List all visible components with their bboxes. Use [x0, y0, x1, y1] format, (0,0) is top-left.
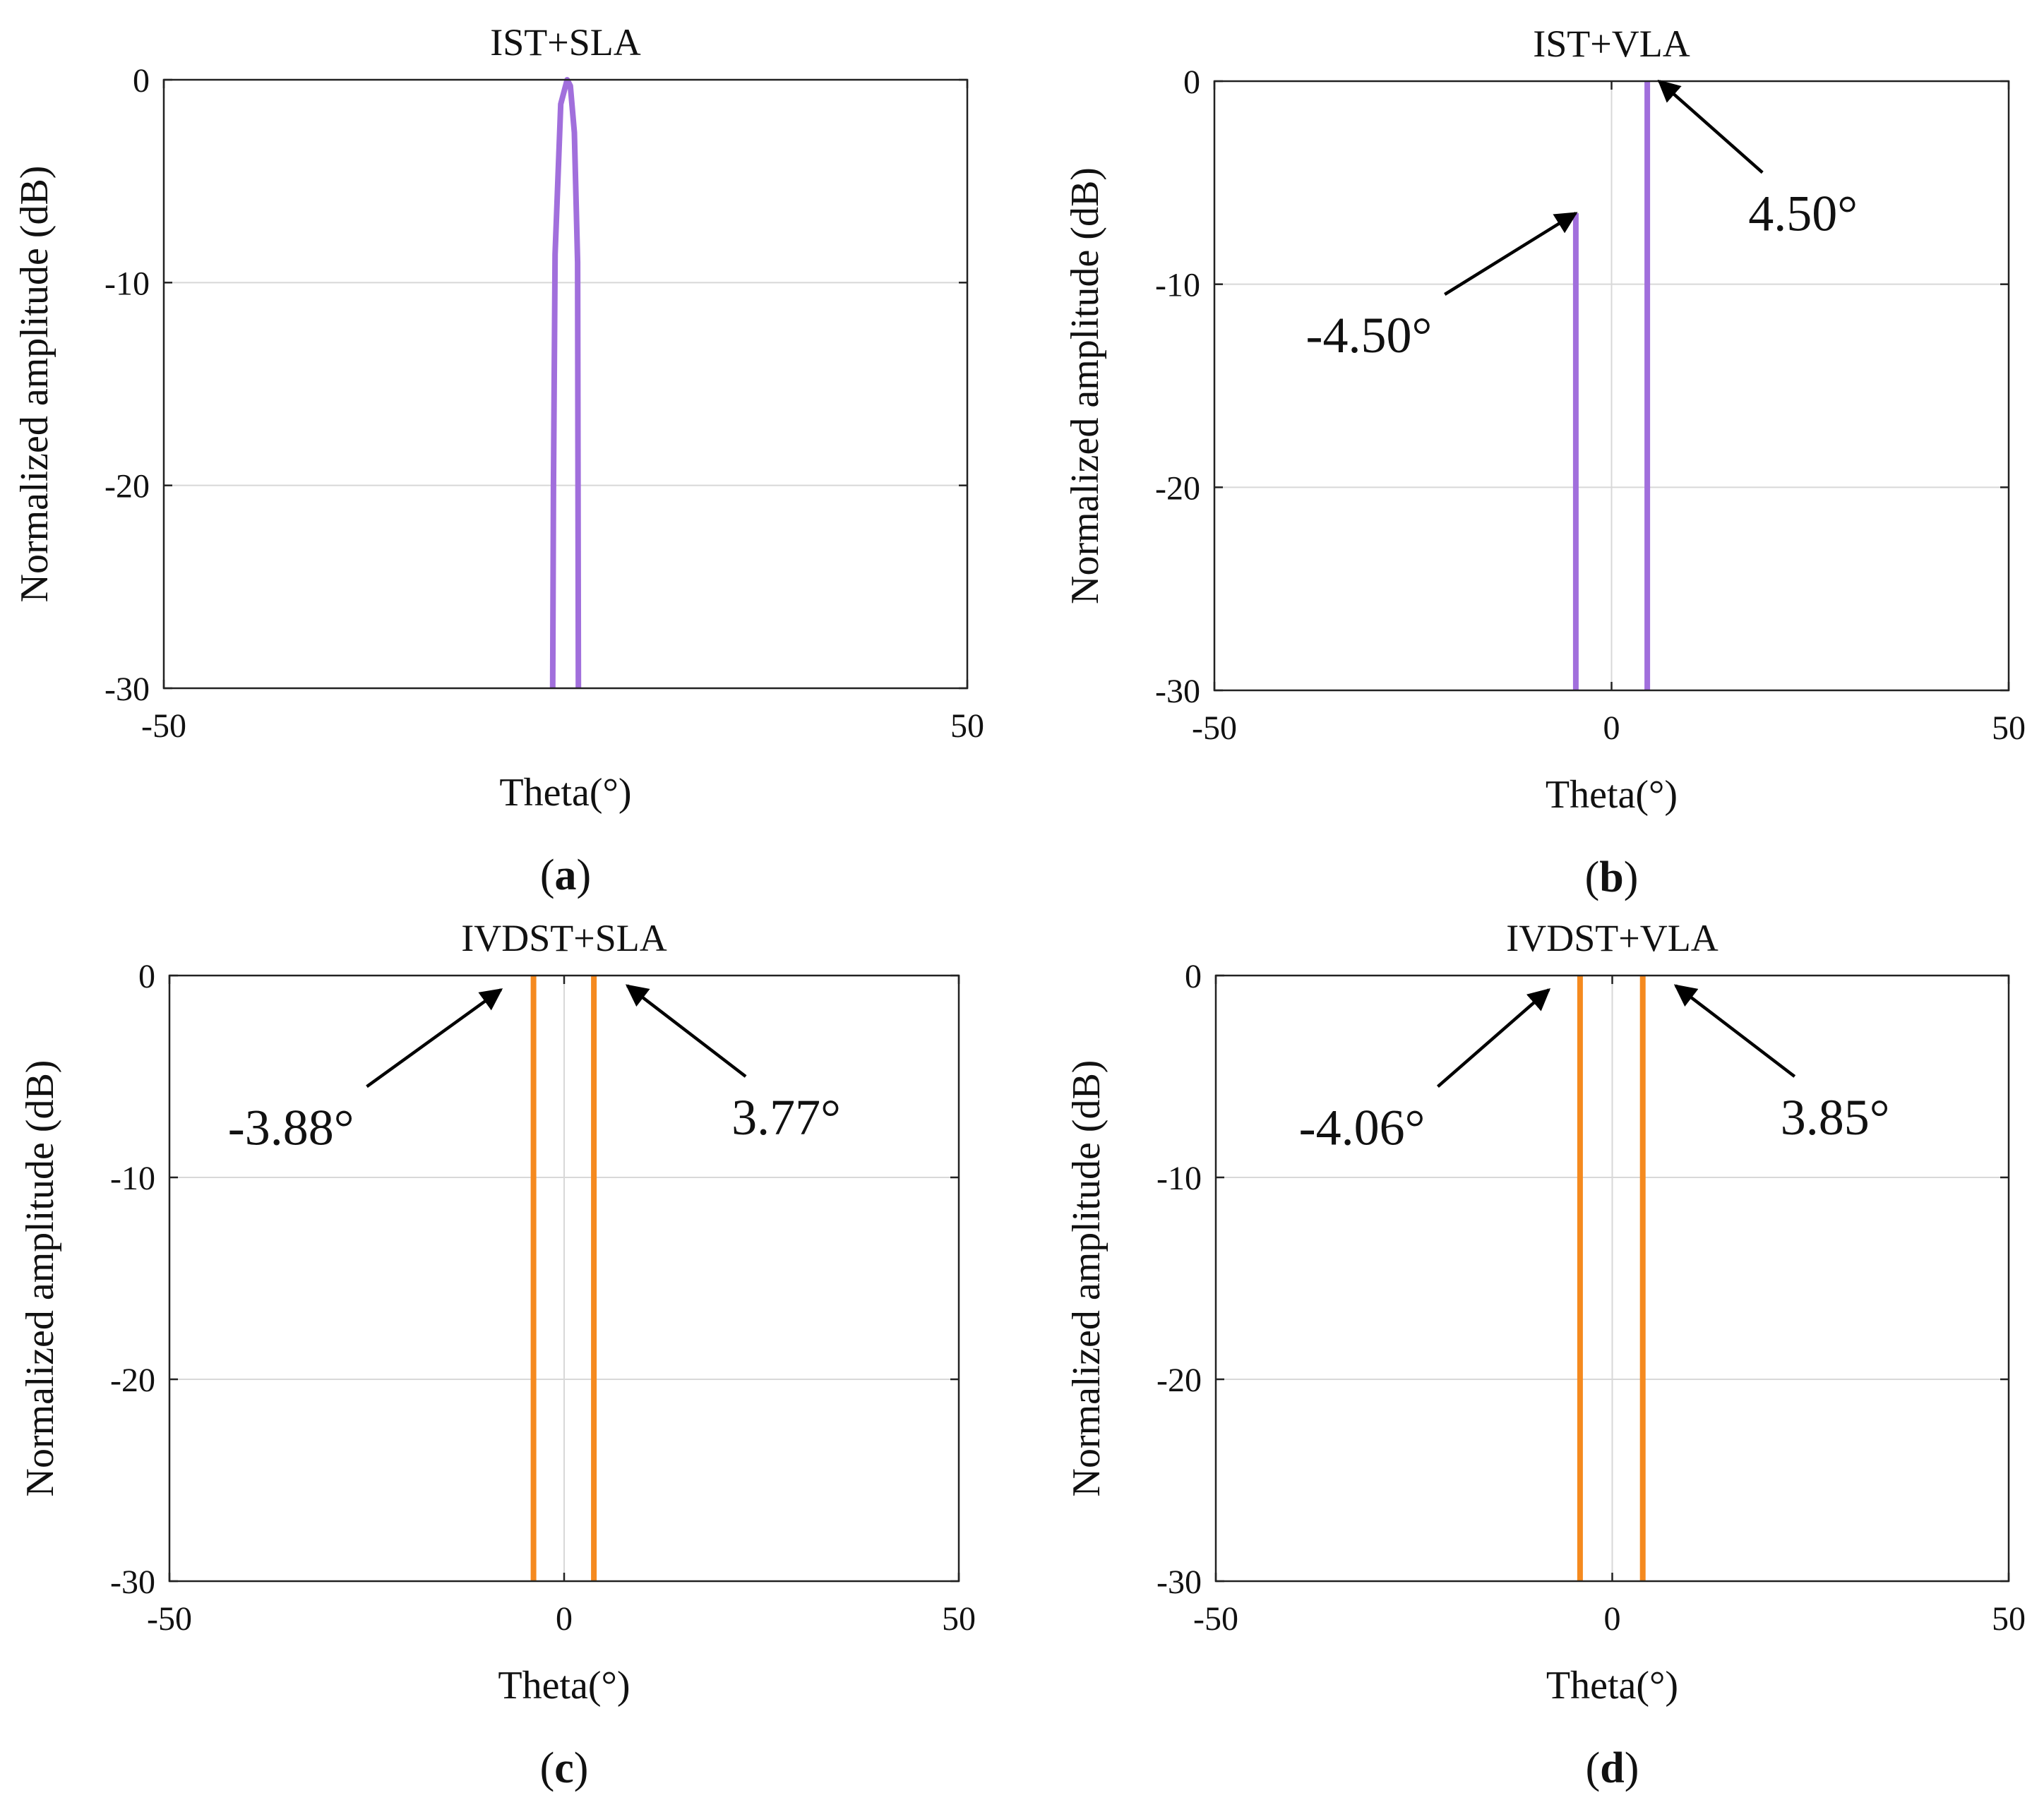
caption-paren: (: [540, 1744, 555, 1792]
panel-c: 0 -10 -20 -30-50 0 50 IVDST+SLA Theta(°) Normali…: [18, 917, 976, 1792]
y-axis-label: Normalized amplitude (dB): [18, 1060, 62, 1497]
y-tick-label: -30: [1155, 673, 1200, 710]
x-tick-label: 0: [556, 1600, 573, 1638]
caption-letter: d: [1600, 1744, 1624, 1792]
y-tick-label: -30: [104, 671, 150, 708]
caption-letter: c: [554, 1744, 574, 1792]
x-tick-label: 50: [1992, 709, 2026, 747]
x-tick-label: -50: [1192, 709, 1237, 747]
plot-area: [164, 80, 967, 688]
chart-title: IST+SLA: [490, 21, 640, 64]
x-tick-label: 50: [1992, 1600, 2026, 1638]
x-tick-label: 0: [1603, 709, 1620, 747]
axes-frame: [162, 78, 969, 690]
caption-paren: ): [577, 851, 592, 899]
chart-title: IVDST+SLA: [461, 917, 667, 959]
annotation-arrow: [366, 988, 503, 1088]
y-tick-label: -10: [104, 265, 150, 302]
y-axis-label: Normalized amplitude (dB): [1065, 1060, 1108, 1497]
caption-paren: ): [1625, 1744, 1639, 1792]
y-tick-label: -30: [1157, 1564, 1202, 1601]
annotation-arrow: [625, 984, 747, 1078]
y-tick-label: -20: [1157, 1362, 1202, 1399]
y-tick-label: 0: [1183, 64, 1200, 101]
y-tick-label: -10: [1155, 267, 1200, 304]
annotation-label: -3.88°: [228, 1099, 354, 1156]
panel-a: 0 -10 -20 -30-50 50 IST+SLA Theta(°) Normalized…: [13, 21, 984, 899]
y-axis-label: Normalized amplitude (dB): [1063, 167, 1107, 604]
annotation-arrow: [1436, 988, 1551, 1088]
y-tick-label: -20: [110, 1362, 155, 1399]
y-tick-label: -30: [110, 1564, 155, 1601]
x-tick-label: -50: [1193, 1600, 1238, 1638]
x-axis-label: Theta(°): [1546, 1664, 1678, 1708]
caption-paren: ): [1624, 853, 1639, 901]
x-axis-label: Theta(°): [498, 1664, 630, 1708]
y-axis-label: Normalized amplitude (dB): [13, 166, 56, 603]
annotation-label: 4.50°: [1748, 185, 1858, 241]
caption-letter: b: [1599, 853, 1623, 901]
annotation-arrow: [1444, 212, 1578, 296]
x-tick-label: -50: [141, 707, 186, 745]
panel-b: 0 -10 -20 -30-50 0 50 IST+VLA Theta(°) Normalize…: [1063, 23, 2026, 901]
y-tick-label: -20: [1155, 469, 1200, 507]
x-tick-label: 0: [1604, 1600, 1621, 1638]
caption-paren: ): [574, 1744, 589, 1792]
panel-d: 0 -10 -20 -30-50 0 50 IVDST+VLA Theta(°) Normali…: [1065, 917, 2026, 1792]
annotation-arrow: [1673, 984, 1796, 1078]
x-axis-label: Theta(°): [1546, 773, 1678, 817]
y-tick-label: -10: [110, 1160, 155, 1197]
chart-title: IVDST+VLA: [1506, 917, 1718, 959]
annotation-label: -4.06°: [1299, 1099, 1426, 1156]
caption-paren: (: [1585, 853, 1600, 901]
x-tick-label: 50: [942, 1600, 976, 1638]
x-tick-label: -50: [147, 1600, 192, 1638]
panel-caption: (d): [1586, 1744, 1639, 1792]
annotation-label: 3.85°: [1781, 1089, 1890, 1146]
annotation-label: -4.50°: [1305, 307, 1432, 364]
x-axis-label: Theta(°): [499, 771, 631, 815]
y-tick-label: -10: [1157, 1160, 1202, 1197]
caption-paren: (: [1586, 1744, 1601, 1792]
annotation-arrow: [1657, 79, 1764, 174]
panel-caption: (c): [540, 1744, 589, 1792]
y-tick-label: 0: [133, 62, 150, 100]
y-tick-label: 0: [138, 958, 155, 995]
chart-title: IST+VLA: [1533, 23, 1690, 65]
panel-caption: (a): [540, 851, 591, 899]
y-tick-label: -20: [104, 468, 150, 505]
y-tick-label: 0: [1185, 958, 1202, 995]
caption-paren: (: [540, 851, 555, 899]
x-tick-label: 50: [950, 707, 984, 745]
annotation-label: 3.77°: [731, 1089, 841, 1146]
caption-letter: a: [555, 851, 577, 899]
panel-caption: (b): [1585, 853, 1639, 901]
